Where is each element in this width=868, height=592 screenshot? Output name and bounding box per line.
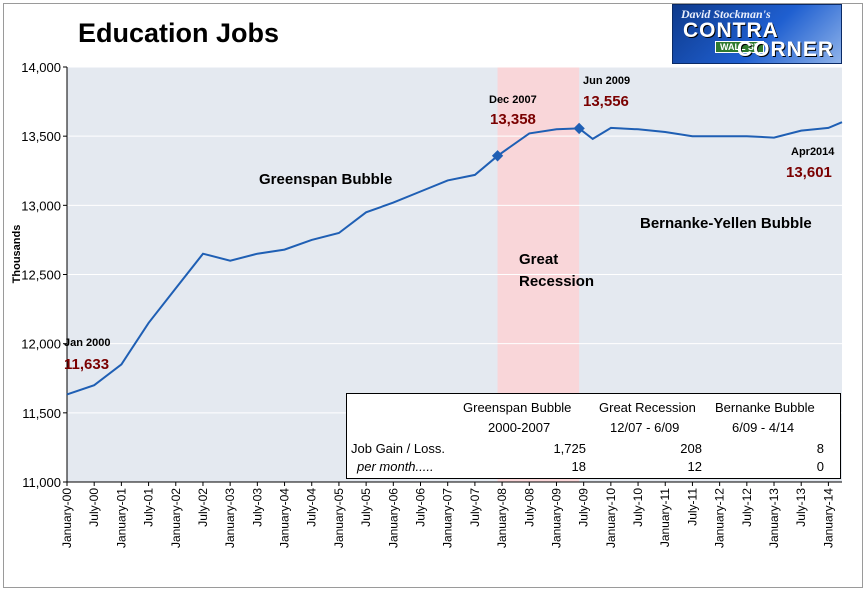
x-tick-label: January-10	[604, 488, 618, 548]
annotation-bernanke-yellen-bubble: Bernanke-Yellen Bubble	[640, 215, 812, 232]
x-tick-label: July-06	[414, 488, 428, 527]
y-tick-label: 13,500	[21, 129, 61, 144]
logo-line-2: CONTRA	[683, 19, 779, 42]
y-tick-label: 12,500	[21, 268, 61, 283]
logo-street-sign: WALL ST	[715, 41, 765, 53]
x-tick-label: January-06	[386, 488, 400, 548]
table-cell-month-greenspan: 18	[571, 459, 586, 474]
chart-title: Education Jobs	[78, 18, 280, 48]
annotation-jun2009-label: Jun 2009	[583, 75, 630, 87]
y-tick-label: 12,000	[21, 337, 61, 352]
x-tick-label: January-01	[114, 488, 128, 548]
annotation-jan2000-value: 11,633	[64, 356, 109, 373]
x-tick-label: January-00	[60, 488, 74, 548]
x-tick-label: January-12	[713, 488, 727, 548]
x-tick-label: July-03	[250, 488, 264, 527]
annotation-great: Great	[519, 251, 558, 268]
x-tick-label: July-09	[577, 488, 591, 527]
annotation-recession: Recession	[519, 273, 594, 290]
x-tick-label: July-00	[87, 488, 101, 527]
x-tick-label: July-10	[631, 488, 645, 527]
x-tick-label: January-14	[821, 488, 835, 548]
table-header-greenspan: Greenspan Bubble	[463, 400, 572, 415]
table-row-label-month: per month.....	[357, 459, 434, 474]
annotation-greenspan-bubble: Greenspan Bubble	[259, 171, 392, 188]
table-period-recession: 12/07 - 6/09	[610, 420, 680, 435]
y-tick-label: 11,000	[22, 475, 61, 490]
x-tick-label: July-02	[196, 488, 210, 527]
y-tick-label: 13,000	[21, 198, 61, 213]
x-tick-label: July-01	[142, 488, 156, 527]
y-tick-label: 14,000	[21, 60, 61, 75]
x-tick-label: January-02	[169, 488, 183, 548]
table-header-recession: Great Recession	[599, 400, 696, 415]
x-tick-label: January-07	[441, 488, 455, 548]
x-tick-label: January-04	[278, 488, 292, 548]
x-tick-label: July-05	[359, 488, 373, 527]
table-period-bernanke: 6/09 - 4/14	[732, 420, 795, 435]
annotation-dec2007-value: 13,358	[490, 111, 536, 128]
summary-table: Greenspan Bubble Great Recession Bernank…	[346, 393, 841, 479]
table-cell-gain-bernanke: 8	[816, 441, 824, 456]
x-tick-label: July-08	[522, 488, 536, 527]
x-tick-label: July-12	[740, 488, 754, 527]
table-header-bernanke: Bernanke Bubble	[715, 400, 815, 415]
x-tick-label: July-07	[468, 488, 482, 527]
annotation-jun2009-value: 13,556	[583, 93, 629, 110]
table-period-greenspan: 2000-2007	[488, 420, 551, 435]
x-tick-label: January-13	[767, 488, 781, 548]
series-line	[66, 121, 843, 396]
x-tick-label: January-09	[549, 488, 563, 548]
annotation-dec2007-label: Dec 2007	[489, 94, 537, 106]
x-tick-label: July-11	[685, 488, 699, 526]
table-row-label-gain: Job Gain / Loss.	[351, 441, 445, 456]
table-cell-month-recession: 12	[687, 459, 702, 474]
logo-line-3: CORNER	[737, 38, 835, 61]
table-cell-gain-greenspan: 1,725	[553, 441, 586, 456]
y-tick-label: 11,500	[22, 406, 61, 421]
annotation-jan2000-label: Jan 2000	[64, 337, 110, 349]
logo-line-1: David Stockman's	[681, 7, 771, 21]
y-axis-title: Thousands	[11, 225, 23, 284]
x-tick-label: July-04	[305, 488, 319, 527]
x-tick-label: January-03	[223, 488, 237, 548]
contra-corner-logo: David Stockman's CONTRA WALL ST CORNER	[672, 4, 842, 64]
table-cell-gain-recession: 208	[680, 441, 702, 456]
x-tick-label: January-05	[332, 488, 346, 548]
x-tick-label: January-11	[658, 488, 672, 547]
table-cell-month-bernanke: 0	[816, 459, 824, 474]
x-tick-label: January-08	[495, 488, 509, 548]
data-marker	[491, 150, 504, 162]
x-tick-label: July-13	[794, 488, 808, 527]
annotation-apr2014-label: Apr2014	[791, 146, 835, 158]
annotation-apr2014-value: 13,601	[786, 164, 832, 181]
